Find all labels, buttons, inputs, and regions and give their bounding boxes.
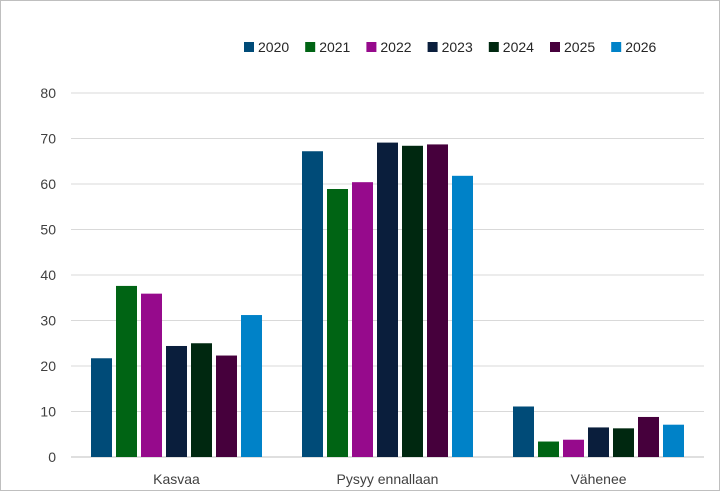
x-category-label: Vähenee — [570, 471, 626, 487]
bar-2020-vähenee — [513, 406, 534, 457]
bar-2023-pysyy-ennallaan — [377, 142, 398, 457]
bar-2024-pysyy-ennallaan — [402, 145, 423, 457]
bar-2026-vähenee — [663, 424, 684, 457]
bar-2022-vähenee — [563, 439, 584, 457]
legend-swatch-2021 — [305, 42, 316, 52]
legend-swatch-2024 — [488, 42, 499, 52]
bar-2025-vähenee — [638, 416, 659, 457]
bar-2025-pysyy-ennallaan — [427, 144, 448, 458]
legend-swatch-2022 — [366, 42, 377, 52]
legend-label-2025: 2025 — [564, 39, 595, 55]
bar-2021-pysyy-ennallaan — [327, 189, 348, 457]
y-tick-label: 0 — [48, 449, 56, 465]
x-category-label: Pysyy ennallaan — [337, 471, 439, 487]
bar-2025-kasvaa — [216, 355, 237, 457]
legend-swatch-2020 — [244, 42, 254, 52]
y-tick-label: 40 — [40, 267, 56, 283]
y-tick-label: 10 — [40, 404, 56, 420]
y-tick-label: 30 — [40, 313, 56, 329]
bar-2024-vähenee — [613, 428, 634, 457]
y-tick-label: 60 — [40, 176, 56, 192]
x-category-label: Kasvaa — [153, 471, 200, 487]
legend-label-2026: 2026 — [625, 39, 656, 55]
bar-2022-pysyy-ennallaan — [352, 182, 373, 457]
bar-2024-kasvaa — [191, 343, 212, 457]
y-tick-label: 80 — [40, 85, 56, 101]
bar-2020-pysyy-ennallaan — [302, 151, 323, 458]
legend-swatch-2023 — [427, 42, 438, 52]
legend-label-2022: 2022 — [380, 39, 411, 55]
bar-2021-kasvaa — [116, 285, 137, 457]
legend-label-2021: 2021 — [319, 39, 350, 55]
legend-label-2020: 2020 — [258, 39, 289, 55]
bar-2020-kasvaa — [91, 358, 112, 457]
legend-swatch-2025 — [550, 42, 560, 52]
bar-2023-vähenee — [588, 427, 609, 457]
legend-label-2024: 2024 — [503, 39, 534, 55]
bar-2023-kasvaa — [166, 345, 187, 457]
bar-2022-kasvaa — [141, 293, 162, 457]
bar-2026-kasvaa — [241, 315, 262, 457]
bar-2021-vähenee — [538, 441, 559, 457]
legend-swatch-2026 — [611, 42, 622, 52]
y-tick-label: 50 — [40, 222, 56, 238]
y-tick-label: 70 — [40, 131, 56, 147]
legend-label-2023: 2023 — [442, 39, 473, 55]
y-tick-label: 20 — [40, 358, 56, 374]
bar-2026-pysyy-ennallaan — [452, 175, 473, 457]
